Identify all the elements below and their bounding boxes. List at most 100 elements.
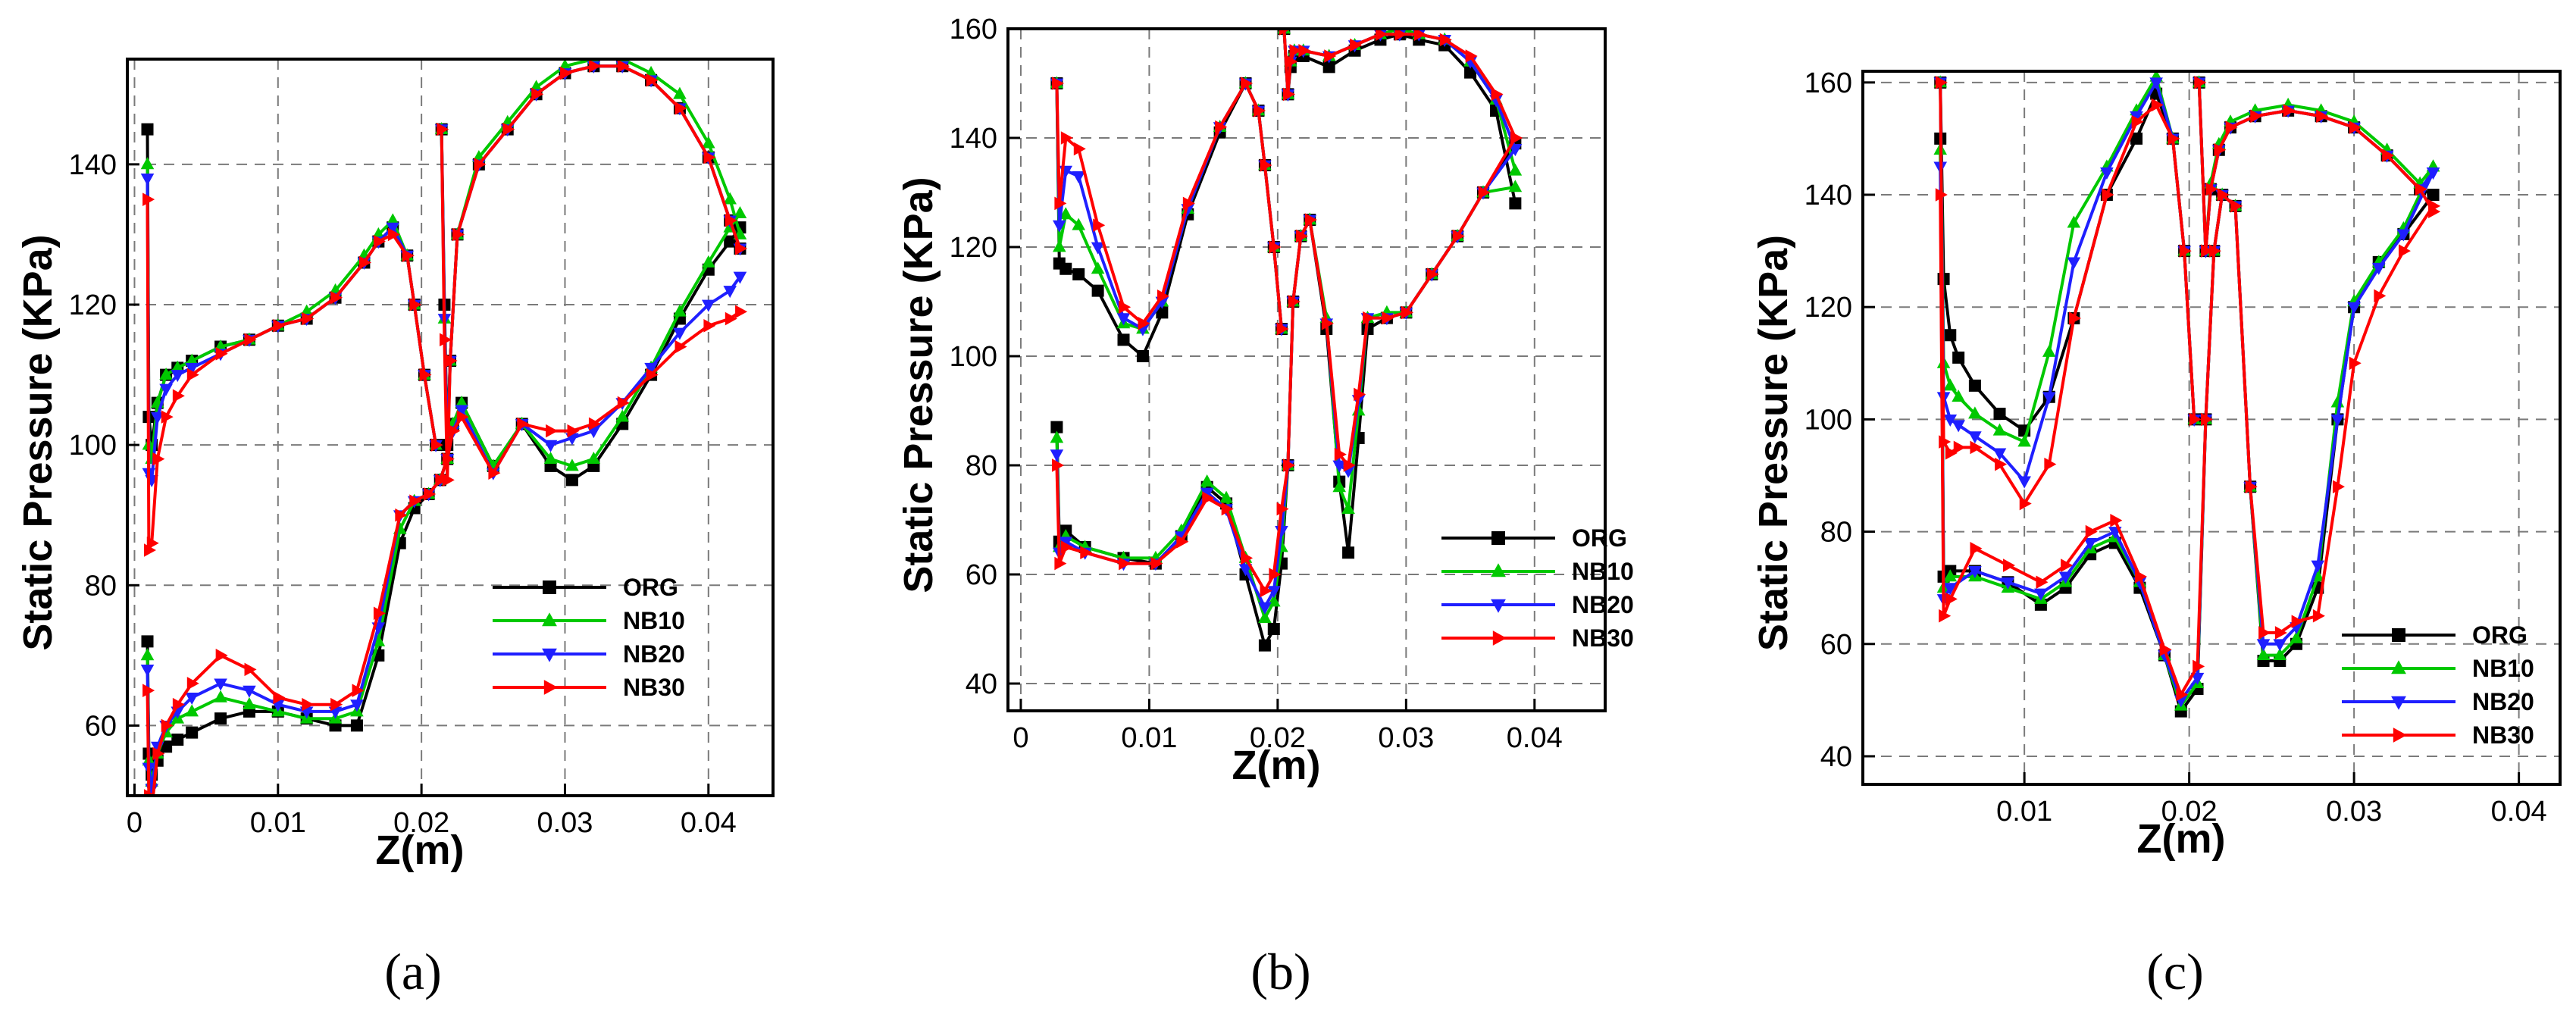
data-point-nb20	[1992, 448, 2007, 461]
data-point-nb20	[2330, 414, 2345, 427]
data-point-nb10	[2067, 215, 2081, 228]
data-point-nb10	[1200, 474, 1214, 487]
y-tick-label: 140	[69, 149, 117, 181]
data-point-nb30	[735, 242, 748, 255]
data-point-nb30	[1350, 38, 1363, 52]
panel-caption: (b)	[1250, 943, 1310, 1000]
data-point-org	[1993, 407, 2006, 420]
y-tick-label: 140	[950, 123, 997, 155]
data-point-nb30	[161, 410, 174, 424]
data-point-org	[1342, 546, 1355, 559]
data-point-nb30	[1269, 240, 1282, 254]
data-point-nb20	[673, 327, 687, 340]
data-point-nb10	[1332, 480, 1347, 493]
data-point-nb10	[673, 86, 687, 99]
data-point-nb30	[675, 102, 687, 115]
data-point-nb30	[330, 290, 343, 305]
data-point-org	[1050, 421, 1063, 433]
data-point-nb30	[617, 59, 630, 74]
data-point-nb30	[1321, 317, 1334, 330]
data-point-nb20	[2371, 262, 2386, 275]
data-point-nb30	[1510, 131, 1523, 145]
data-point-nb30	[725, 214, 737, 227]
data-point-org	[141, 635, 154, 648]
data-point-nb10	[1508, 180, 1523, 192]
data-point-org	[1509, 197, 1522, 210]
data-point-nb30	[244, 662, 257, 677]
data-point-nb20	[1508, 144, 1523, 156]
legend-marker-nb20	[2391, 696, 2406, 710]
data-point-nb30	[1413, 29, 1426, 41]
data-point-nb30	[186, 677, 199, 690]
data-point-nb20	[1052, 220, 1066, 233]
y-tick-label: 60	[85, 710, 117, 742]
data-point-nb30	[474, 158, 487, 171]
data-point-nb30	[1051, 77, 1064, 90]
data-point-nb30	[2200, 244, 2213, 258]
data-point-nb30	[273, 318, 286, 333]
data-point-nb30	[430, 438, 443, 452]
y-axis-label: Static Pressure (KPa)	[896, 177, 941, 593]
data-point-nb20	[350, 699, 364, 712]
legend-label-org: ORG	[623, 574, 678, 601]
series-line-nb30	[440, 64, 742, 482]
data-point-org	[2427, 189, 2440, 202]
data-point-nb30	[1439, 33, 1452, 47]
data-point-nb30	[646, 368, 659, 382]
data-point-nb30	[2316, 109, 2329, 124]
data-point-nb30	[1182, 196, 1195, 211]
data-point-nb30	[1491, 87, 1504, 102]
data-point-nb10	[673, 304, 687, 317]
data-point-nb10	[1091, 261, 1105, 274]
data-point-org	[1117, 333, 1130, 346]
data-point-nb30	[452, 227, 465, 242]
data-point-nb30	[456, 410, 469, 424]
data-point-nb30	[2036, 575, 2049, 590]
data-point-nb30	[517, 417, 530, 431]
data-point-nb30	[1260, 584, 1272, 598]
x-tick-label: 0	[1013, 722, 1028, 754]
legend-marker-org	[543, 580, 556, 594]
data-point-nb30	[2200, 412, 2213, 427]
data-point-nb30	[1304, 213, 1317, 227]
data-point-nb20	[1050, 449, 1064, 462]
data-point-nb30	[1176, 535, 1189, 549]
plot-area	[140, 59, 748, 796]
data-point-nb30	[1260, 158, 1272, 172]
data-point-nb20	[2100, 167, 2114, 180]
legend-marker-nb30	[2393, 728, 2407, 743]
data-point-nb30	[146, 536, 159, 550]
y-axis-label: Static Pressure (KPa)	[1751, 235, 1796, 651]
data-point-nb20	[1968, 566, 1982, 579]
legend-marker-nb20	[1491, 599, 1506, 613]
data-point-nb30	[2217, 188, 2230, 202]
data-point-nb30	[1452, 229, 1465, 243]
series-line-nb20	[1939, 80, 2196, 483]
plot-frame	[1006, 27, 1607, 712]
data-point-nb30	[488, 466, 501, 480]
legend-marker-org	[2392, 628, 2405, 642]
data-point-nb20	[171, 370, 185, 383]
data-point-nb30	[2061, 559, 2074, 572]
y-tick-label: 120	[950, 232, 997, 264]
legend-label-nb30: NB30	[623, 674, 685, 701]
data-point-nb20	[243, 685, 256, 698]
data-point-nb20	[1238, 564, 1253, 577]
data-point-nb30	[352, 684, 365, 697]
legend-label-org: ORG	[2472, 621, 2527, 649]
data-point-nb30	[1288, 295, 1301, 308]
data-point-nb30	[502, 122, 515, 136]
data-point-nb30	[2332, 480, 2345, 494]
data-point-nb30	[2019, 496, 2032, 511]
plot-area	[1050, 29, 1523, 652]
data-point-nb30	[424, 487, 437, 501]
legend-marker-nb10	[542, 612, 557, 627]
data-point-nb30	[1935, 188, 1948, 202]
data-point-nb20	[1116, 313, 1131, 326]
data-point-nb30	[1289, 44, 1302, 58]
data-point-nb10	[1943, 569, 1958, 582]
data-point-nb30	[2002, 559, 2015, 572]
data-point-nb30	[1060, 540, 1073, 554]
data-point-nb30	[1465, 49, 1478, 63]
data-point-nb30	[617, 396, 630, 410]
